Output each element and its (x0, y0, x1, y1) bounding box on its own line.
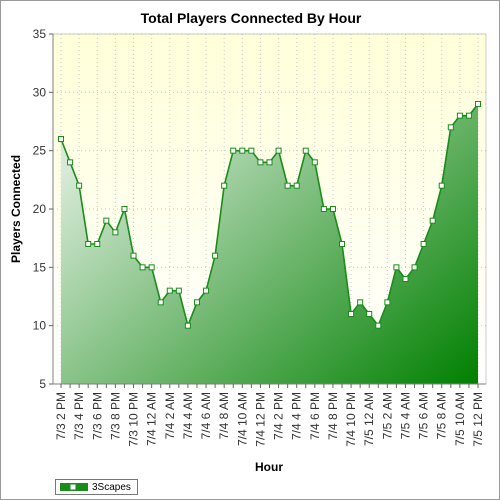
x-tick-label: 7/5 8 AM (435, 392, 449, 439)
data-point (402, 276, 409, 282)
data-point (429, 217, 436, 224)
data-point (411, 264, 418, 271)
x-tick-label: 7/4 2 AM (163, 392, 177, 439)
data-point (212, 252, 219, 259)
data-point (166, 287, 173, 294)
data-point (447, 124, 454, 131)
x-tick-label: 7/4 8 PM (326, 392, 340, 440)
x-tick-label: 7/3 4 PM (72, 392, 86, 440)
data-point (248, 147, 255, 154)
data-point (148, 264, 155, 271)
data-point (85, 241, 92, 247)
data-point (193, 299, 200, 306)
data-point (221, 182, 228, 189)
x-tick-label: 7/4 12 PM (253, 392, 267, 447)
data-point (184, 322, 191, 329)
data-point (393, 264, 400, 271)
data-point (94, 241, 101, 247)
data-point (257, 159, 264, 166)
y-tick-label: 5 (39, 377, 46, 391)
y-tick-label: 15 (33, 260, 47, 274)
y-axis-title: Players Connected (9, 155, 23, 263)
data-point (357, 299, 364, 306)
x-tick-label: 7/4 8 AM (217, 392, 231, 439)
data-point (438, 182, 445, 189)
data-point (384, 299, 391, 306)
x-tick-label: 7/5 4 AM (398, 392, 412, 439)
data-point (475, 101, 481, 107)
chart-title: Total Players Connected By Hour (141, 10, 362, 26)
data-point (375, 322, 382, 329)
x-tick-label: 7/3 2 PM (54, 392, 68, 440)
x-axis-title: Hour (255, 460, 283, 474)
data-point (230, 147, 237, 154)
data-point (121, 206, 128, 212)
x-tick-label: 7/5 6 AM (417, 392, 431, 439)
data-point (456, 112, 463, 119)
y-tick-label: 10 (33, 319, 47, 333)
x-tick-label: 7/4 4 PM (290, 392, 304, 440)
data-point (284, 182, 291, 189)
data-point (130, 252, 137, 259)
legend-label: 3Scapes (92, 481, 131, 493)
data-point (302, 147, 309, 154)
data-point (239, 147, 246, 154)
x-tick-label: 7/4 10 AM (235, 392, 249, 446)
data-point (58, 136, 64, 142)
x-tick-label: 7/5 12 AM (362, 392, 376, 446)
data-point (311, 159, 318, 166)
data-point (139, 264, 146, 271)
x-tick-label: 7/4 2 PM (272, 392, 286, 440)
data-point (293, 182, 300, 189)
x-tick-label: 7/4 4 AM (181, 392, 195, 439)
data-point (67, 159, 74, 166)
y-tick-label: 35 (33, 27, 47, 41)
data-point (203, 287, 210, 294)
data-point (329, 206, 336, 212)
y-tick-label: 30 (33, 85, 47, 99)
series-area-3scapes (61, 104, 478, 384)
data-point (420, 241, 427, 247)
x-tick-label: 7/4 12 AM (145, 392, 159, 446)
data-point (157, 299, 164, 306)
x-tick-label: 7/5 12 PM (471, 392, 485, 447)
y-tick-label: 25 (33, 144, 47, 158)
axes: 5 10 15 20 25 30 35 7/3 2 PM 7/3 4 PM 7/3 6 PM 7/3… (33, 27, 487, 447)
data-point (103, 217, 110, 224)
x-tick-label: 7/5 2 AM (380, 392, 394, 439)
data-point (275, 147, 282, 154)
data-point (366, 311, 373, 317)
y-tick-label: 20 (33, 202, 47, 216)
marker-layer (58, 101, 481, 329)
x-tick-label: 7/4 10 PM (344, 392, 358, 447)
x-tick-label: 7/5 10 AM (453, 392, 467, 446)
data-point (175, 287, 182, 294)
data-point (320, 206, 327, 212)
data-point (465, 112, 472, 119)
data-point (76, 182, 83, 189)
legend: 3Scapes (55, 479, 138, 495)
x-tick-label: 7/3 8 PM (108, 392, 122, 440)
data-point (348, 311, 355, 317)
x-tick-label: 7/4 6 AM (199, 392, 213, 439)
legend-swatch-icon (60, 482, 88, 492)
data-point (339, 241, 346, 247)
x-tick-label: 7/3 6 PM (90, 392, 104, 440)
x-tick-label: 7/4 6 PM (308, 392, 322, 440)
data-point (266, 159, 273, 166)
x-tick-label: 7/3 10 PM (127, 392, 141, 447)
data-point (112, 229, 119, 236)
